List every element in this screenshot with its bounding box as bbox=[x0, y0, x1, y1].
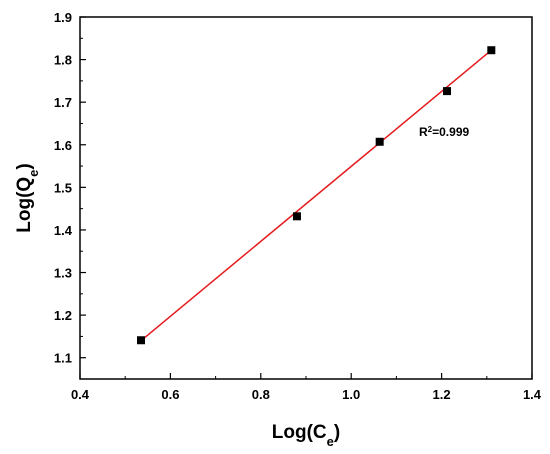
x-axis-label-end: ) bbox=[334, 422, 340, 443]
fit-line bbox=[140, 49, 492, 342]
x-tick-label: 1.0 bbox=[342, 387, 360, 402]
y-tick-label: 1.3 bbox=[54, 266, 72, 281]
fit-line-layer bbox=[140, 49, 492, 342]
y-tick-label: 1.2 bbox=[54, 308, 72, 323]
data-points bbox=[137, 46, 496, 345]
x-tick-label: 0.4 bbox=[71, 387, 90, 402]
data-point bbox=[487, 46, 496, 55]
x-tick-label: 1.4 bbox=[523, 387, 542, 402]
plot-frame bbox=[79, 16, 533, 380]
r-squared-annotation: R2=0.999 bbox=[419, 125, 469, 140]
data-point bbox=[375, 137, 384, 146]
data-point bbox=[292, 212, 301, 221]
data-point bbox=[443, 87, 452, 96]
r-squared-sup: 2 bbox=[428, 125, 433, 134]
data-point bbox=[137, 336, 146, 345]
y-axis-label: Log(Qe) bbox=[14, 163, 41, 233]
r-squared-base: R bbox=[419, 125, 428, 139]
axis-ticks bbox=[79, 16, 533, 380]
x-tick-label: 0.6 bbox=[161, 387, 179, 402]
x-axis-label: Log(Ce) bbox=[272, 422, 340, 449]
x-axis-label-base: Log(C bbox=[272, 422, 327, 443]
r-squared-value: =0.999 bbox=[432, 125, 469, 139]
y-tick-label: 1.8 bbox=[54, 53, 72, 68]
y-axis-label-end: ) bbox=[14, 163, 35, 169]
x-tick-label: 0.8 bbox=[252, 387, 270, 402]
y-tick-label: 1.9 bbox=[54, 10, 72, 25]
y-tick-label: 1.1 bbox=[54, 351, 72, 366]
y-tick-label: 1.4 bbox=[54, 223, 73, 238]
x-tick-label: 1.2 bbox=[433, 387, 451, 402]
y-tick-label: 1.7 bbox=[54, 95, 72, 110]
y-axis-label-base: Log(Q bbox=[14, 177, 35, 233]
y-tick-label: 1.5 bbox=[54, 180, 72, 195]
tick-labels: 0.4 0.6 0.8 1.0 1.2 1.4 1.1 1.2 1.3 1.4 1.5 1.6 1.7 1… bbox=[54, 10, 542, 402]
y-tick-label: 1.6 bbox=[54, 138, 72, 153]
x-axis-label-sub: e bbox=[327, 434, 334, 449]
y-axis-label-sub: e bbox=[26, 170, 41, 177]
